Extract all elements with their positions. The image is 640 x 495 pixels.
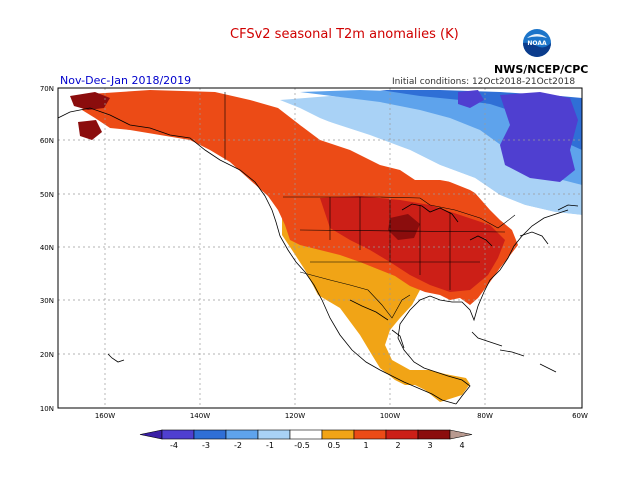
lon-label-140w: 140W (190, 412, 210, 420)
colorbar-segment (225, 429, 259, 440)
map-area (58, 88, 582, 408)
map-title: CFSv2 seasonal T2m anomalies (K) (230, 27, 459, 42)
colorbar-label: 3 (427, 441, 432, 450)
colorbar-label: -1 (266, 441, 274, 450)
colorbar-label: 0.5 (328, 441, 341, 450)
lat-label-20n: 20N (40, 351, 54, 359)
anomaly-neutral-band (290, 112, 582, 222)
colorbar-label: -0.5 (294, 441, 310, 450)
lon-label-80w: 80W (477, 412, 493, 420)
logo-text: NOAA (527, 40, 547, 47)
lon-label-160w: 160W (95, 412, 115, 420)
graticule (58, 88, 582, 408)
coastlines (58, 107, 579, 405)
lat-label-50n: 50N (40, 191, 54, 199)
anomaly-weak-warm (282, 214, 470, 402)
lon-label-120w: 120W (285, 412, 305, 420)
map-frame (57, 87, 583, 409)
lat-label-70n: 70N (40, 85, 54, 93)
longitude-labels: 160W 140W 120W 100W 80W 60W (95, 412, 588, 420)
colorbar-segment (321, 429, 355, 440)
colorbar-segment (161, 429, 195, 440)
forecast-period: Nov-Dec-Jan 2018/2019 (60, 74, 191, 87)
political-borders (224, 92, 516, 319)
anomaly-strong-warm-alaska (70, 92, 110, 110)
anomaly-strong-warm-midwest (388, 214, 420, 240)
colorbar-label: -4 (170, 441, 178, 450)
anomaly-strong-cool-2 (458, 90, 484, 108)
latitude-labels: 70N 60N 50N 40N 30N 20N 10N (40, 85, 54, 413)
lon-label-60w: 60W (572, 412, 588, 420)
lat-label-10n: 10N (40, 405, 54, 413)
colorbar-label: -2 (234, 441, 242, 450)
lat-label-60n: 60N (40, 137, 54, 145)
colorbar-segment (417, 429, 451, 440)
anomaly-weak-cool (280, 96, 582, 215)
colorbar-label: -3 (202, 441, 210, 450)
colorbar-segment (289, 429, 323, 440)
anomaly-strong-warm-alaska-2 (78, 120, 102, 140)
colorbar-segment (193, 429, 227, 440)
colorbar-legend: -4 -3 -2 -1 -0.5 0.5 1 2 3 4 (139, 429, 473, 450)
initial-conditions: Initial conditions: 12Oct2018-21Oct2018 (392, 77, 575, 87)
lon-label-100w: 100W (380, 412, 400, 420)
colorbar-label: 4 (459, 441, 464, 450)
colorbar-segment (257, 429, 291, 440)
lat-label-40n: 40N (40, 244, 54, 252)
colorbar-segment (385, 429, 419, 440)
lat-label-30n: 30N (40, 297, 54, 305)
colorbar-segment-high-end (449, 429, 473, 440)
agency-name: NWS/NCEP/CPC (494, 63, 588, 76)
colorbar-segment (353, 429, 387, 440)
colorbar-label: 1 (363, 441, 368, 450)
noaa-logo: NOAA (523, 29, 551, 57)
colorbar-segment-low-end (139, 429, 163, 440)
colorbar-label: 2 (395, 441, 400, 450)
anomaly-warm-core (320, 196, 505, 292)
anomaly-strong-cool (500, 92, 578, 182)
